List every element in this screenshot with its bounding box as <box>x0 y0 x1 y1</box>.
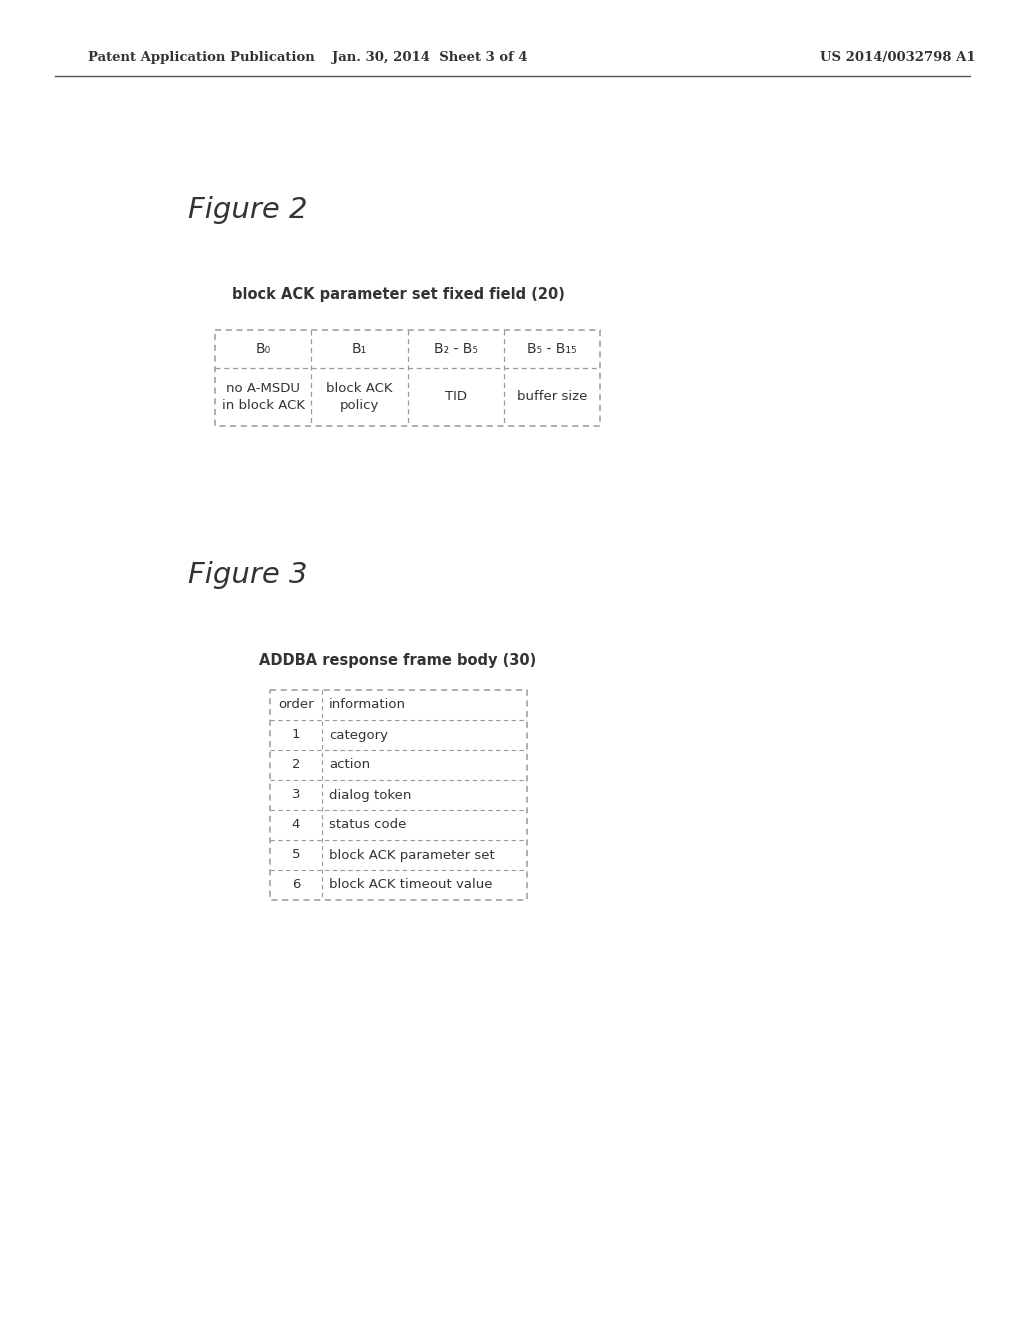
Text: information: information <box>329 698 406 711</box>
Bar <box>215 330 600 426</box>
Text: 2: 2 <box>292 759 300 771</box>
Text: Figure 3: Figure 3 <box>188 561 307 589</box>
Text: 4: 4 <box>292 818 300 832</box>
Text: 5: 5 <box>292 849 300 862</box>
Text: category: category <box>329 729 388 742</box>
Text: no A-MSDU
in block ACK: no A-MSDU in block ACK <box>221 381 304 412</box>
Text: 1: 1 <box>292 729 300 742</box>
Text: action: action <box>329 759 370 771</box>
Text: 6: 6 <box>292 879 300 891</box>
Text: dialog token: dialog token <box>329 788 412 801</box>
Text: Jan. 30, 2014  Sheet 3 of 4: Jan. 30, 2014 Sheet 3 of 4 <box>332 51 527 65</box>
Text: status code: status code <box>329 818 407 832</box>
Bar <box>270 690 527 900</box>
Text: B₂ - B₅: B₂ - B₅ <box>434 342 477 356</box>
Text: B₀: B₀ <box>256 342 270 356</box>
Text: B₁: B₁ <box>352 342 367 356</box>
Text: order: order <box>279 698 313 711</box>
Text: block ACK parameter set fixed field (20): block ACK parameter set fixed field (20) <box>231 288 564 302</box>
Text: US 2014/0032798 A1: US 2014/0032798 A1 <box>820 51 976 65</box>
Text: B₅ - B₁₅: B₅ - B₁₅ <box>527 342 577 356</box>
Text: ADDBA response frame body (30): ADDBA response frame body (30) <box>259 652 537 668</box>
Text: block ACK timeout value: block ACK timeout value <box>329 879 493 891</box>
Text: buffer size: buffer size <box>517 391 587 404</box>
Text: Figure 2: Figure 2 <box>188 195 307 224</box>
Text: Patent Application Publication: Patent Application Publication <box>88 51 314 65</box>
Text: TID: TID <box>444 391 467 404</box>
Text: block ACK
policy: block ACK policy <box>326 381 392 412</box>
Text: block ACK parameter set: block ACK parameter set <box>329 849 495 862</box>
Text: 3: 3 <box>292 788 300 801</box>
